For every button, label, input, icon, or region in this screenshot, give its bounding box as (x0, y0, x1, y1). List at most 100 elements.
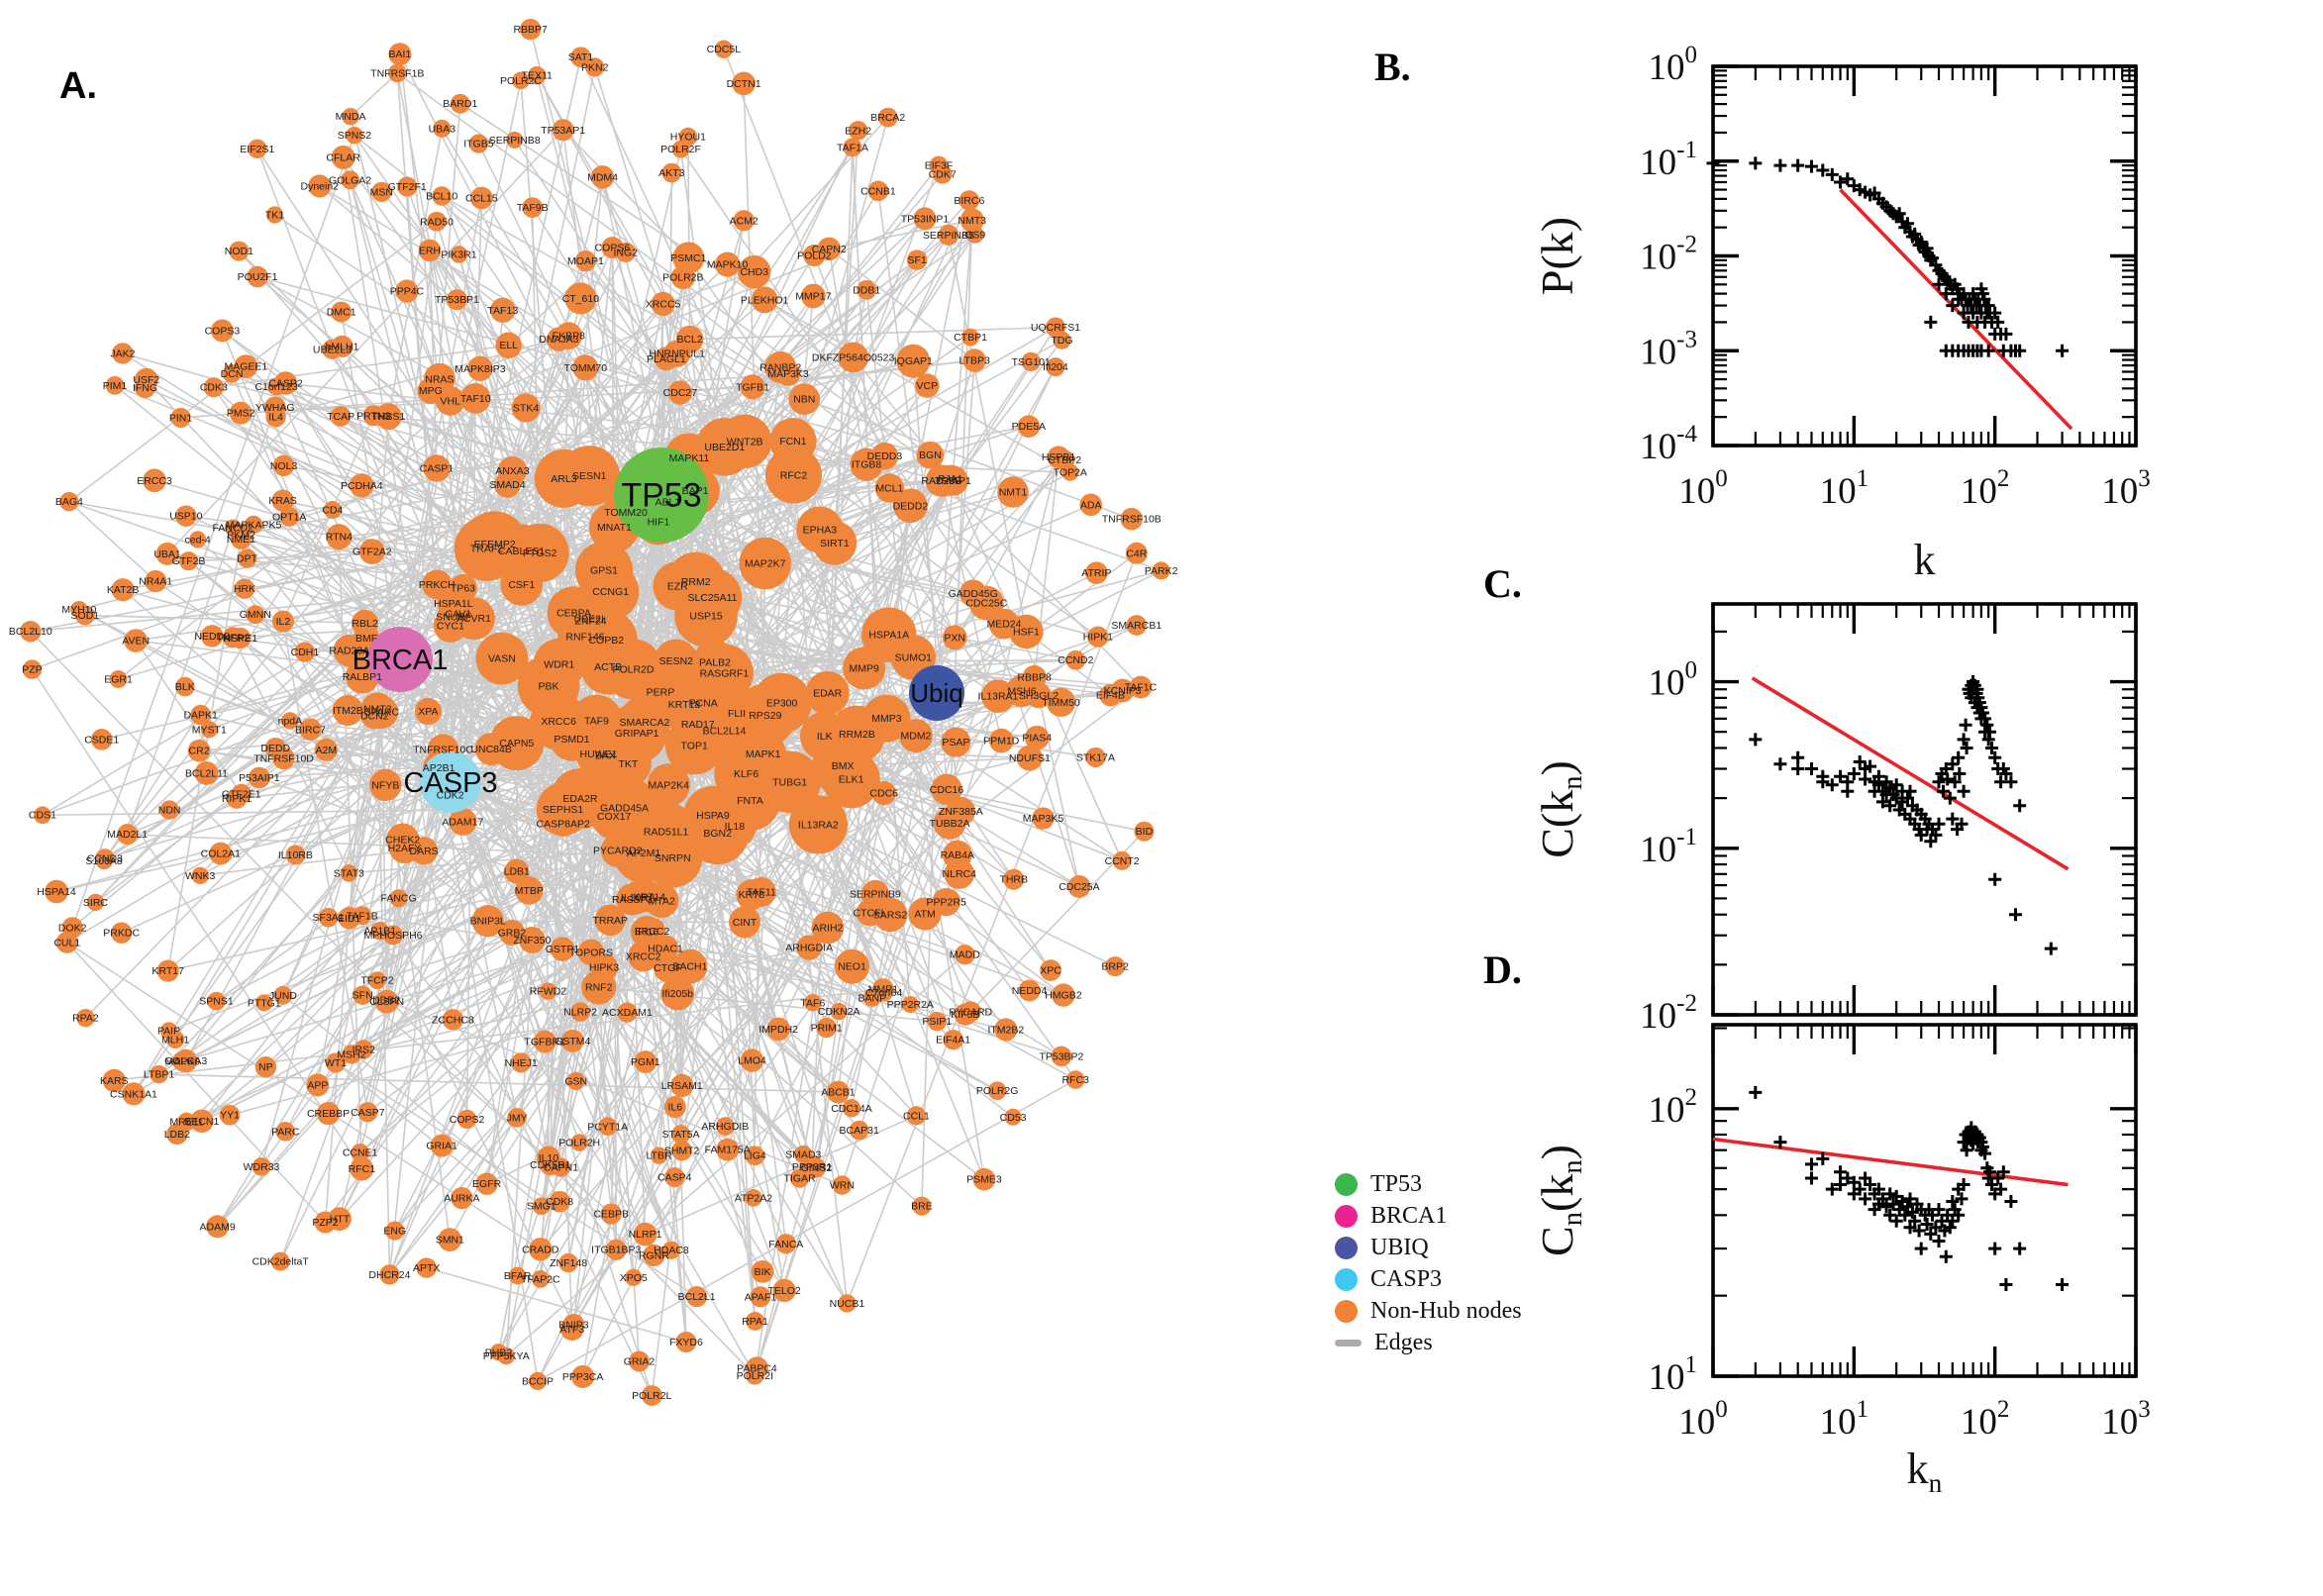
network-node-label: RBBP7 (513, 24, 548, 36)
network-edge (385, 999, 843, 1186)
network-node-label: BNIP3L (470, 916, 506, 928)
network-node (512, 71, 530, 90)
network-node (229, 401, 252, 425)
network-node (849, 1120, 869, 1141)
legend-item-tp53: TP53 (1335, 1172, 1522, 1196)
network-node-label: TNFRSF10C (413, 745, 473, 756)
network-node (331, 146, 355, 169)
network-node-label: PRKDC (103, 928, 140, 940)
network-node-label: NEDD8 (194, 631, 230, 643)
network-node-label: EDAR (813, 688, 843, 700)
network-edge (558, 338, 890, 489)
network-edge (166, 129, 564, 554)
network-node (1009, 614, 1044, 649)
network-node (1021, 351, 1041, 372)
hub-node-brca1 (367, 627, 433, 692)
network-node-label: DAPK1 (183, 710, 218, 722)
network-node-label: NLRP1 (629, 1229, 662, 1241)
network-node (1003, 868, 1025, 890)
network-node (816, 1017, 837, 1039)
network-node-label: SLC25A11 (687, 592, 737, 604)
network-node-label: TNFR2 (216, 632, 250, 644)
network-node (475, 1172, 498, 1195)
network-node-label: TEX11 (522, 70, 553, 82)
network-node-label: TAF1C (1125, 682, 1158, 694)
network-node-label: TOMM20 (604, 507, 648, 519)
hub-label-tp53: TP53 (621, 477, 701, 515)
network-node (281, 712, 299, 730)
network-node (353, 985, 372, 1005)
network-node (590, 793, 638, 840)
network-edge (126, 407, 276, 835)
network-node (74, 605, 95, 626)
network-node (667, 380, 693, 405)
network-node-label: IL10RA (621, 892, 656, 904)
network-node-label: ZNF148 (550, 1257, 587, 1269)
network-node-label: SIRT1 (820, 538, 850, 549)
network-edge (562, 129, 689, 259)
network-node-label: PPP4C (390, 286, 425, 298)
network-node-label: PIM1 (103, 380, 128, 392)
network-node (862, 694, 911, 743)
network-node-label: PYCARD (949, 1006, 992, 1018)
network-node (906, 249, 928, 270)
network-node (342, 108, 359, 126)
network-node-label: MAPK10 (707, 259, 749, 271)
nonhub-node-icon (1335, 1299, 1358, 1323)
network-node-label: YY1 (220, 1110, 240, 1122)
panel-a-label: A. (59, 65, 97, 107)
network-node (564, 282, 597, 315)
network-node-label: Ifi204 (1043, 361, 1068, 373)
network-node-label: MAPK8IP3 (454, 363, 506, 375)
network-node-label: NBN (793, 394, 815, 406)
network-node-label: RAD23B (921, 475, 961, 487)
network-node (901, 995, 919, 1014)
network-node (159, 800, 179, 820)
tick-label: 101 (1820, 1396, 1869, 1443)
network-node (571, 1364, 595, 1389)
network-node (651, 291, 675, 317)
tick-label: 10-1 (1640, 137, 1697, 183)
network-node (1129, 675, 1153, 699)
network-node (371, 181, 392, 202)
network-node-label: CDK2 (437, 790, 464, 802)
network-node-label: MAPK9 (165, 1055, 201, 1067)
network-node (838, 342, 869, 373)
network-node-label: PCYT1A (587, 1121, 628, 1133)
network-node-label: HIF1 (648, 516, 670, 528)
network-node-label: IL10RB (278, 849, 313, 861)
network-node (166, 1123, 188, 1146)
network-node (789, 1168, 810, 1188)
network-node-label: PLAGL1 (647, 353, 686, 365)
network-edge (438, 766, 985, 1180)
network-node-label: SMAD3 (785, 1149, 821, 1161)
network-node (960, 1001, 981, 1023)
network-node-label: JAK2 (110, 348, 135, 359)
network-node-label: PJA1 (938, 473, 962, 485)
network-edge (68, 501, 156, 582)
network-node (397, 176, 418, 197)
network-node (369, 768, 402, 802)
network-node (671, 1125, 691, 1145)
network-edge (42, 807, 625, 817)
network-node (872, 978, 894, 1000)
network-node-label: SPNS2 (338, 130, 372, 142)
network-node-label: ABCB1 (821, 1087, 856, 1099)
network-node (388, 43, 412, 66)
network-node-label: BRCA2 (870, 112, 905, 124)
network-node (45, 879, 68, 904)
network-edge (335, 1061, 488, 1185)
network-node (314, 738, 338, 761)
network-node (360, 702, 388, 730)
network-edge (282, 621, 369, 1113)
network-node-label: FLII (728, 708, 746, 720)
data-points (1706, 156, 2070, 357)
network-node-label: RAD51L1 (644, 827, 689, 839)
network-node-label: CCL1 (903, 1110, 930, 1122)
network-edge (429, 249, 690, 458)
network-node (653, 953, 682, 983)
network-node-label: GRB2 (498, 927, 527, 939)
network-node-label: CTBP2 (1048, 454, 1081, 466)
network-node (354, 1040, 373, 1059)
